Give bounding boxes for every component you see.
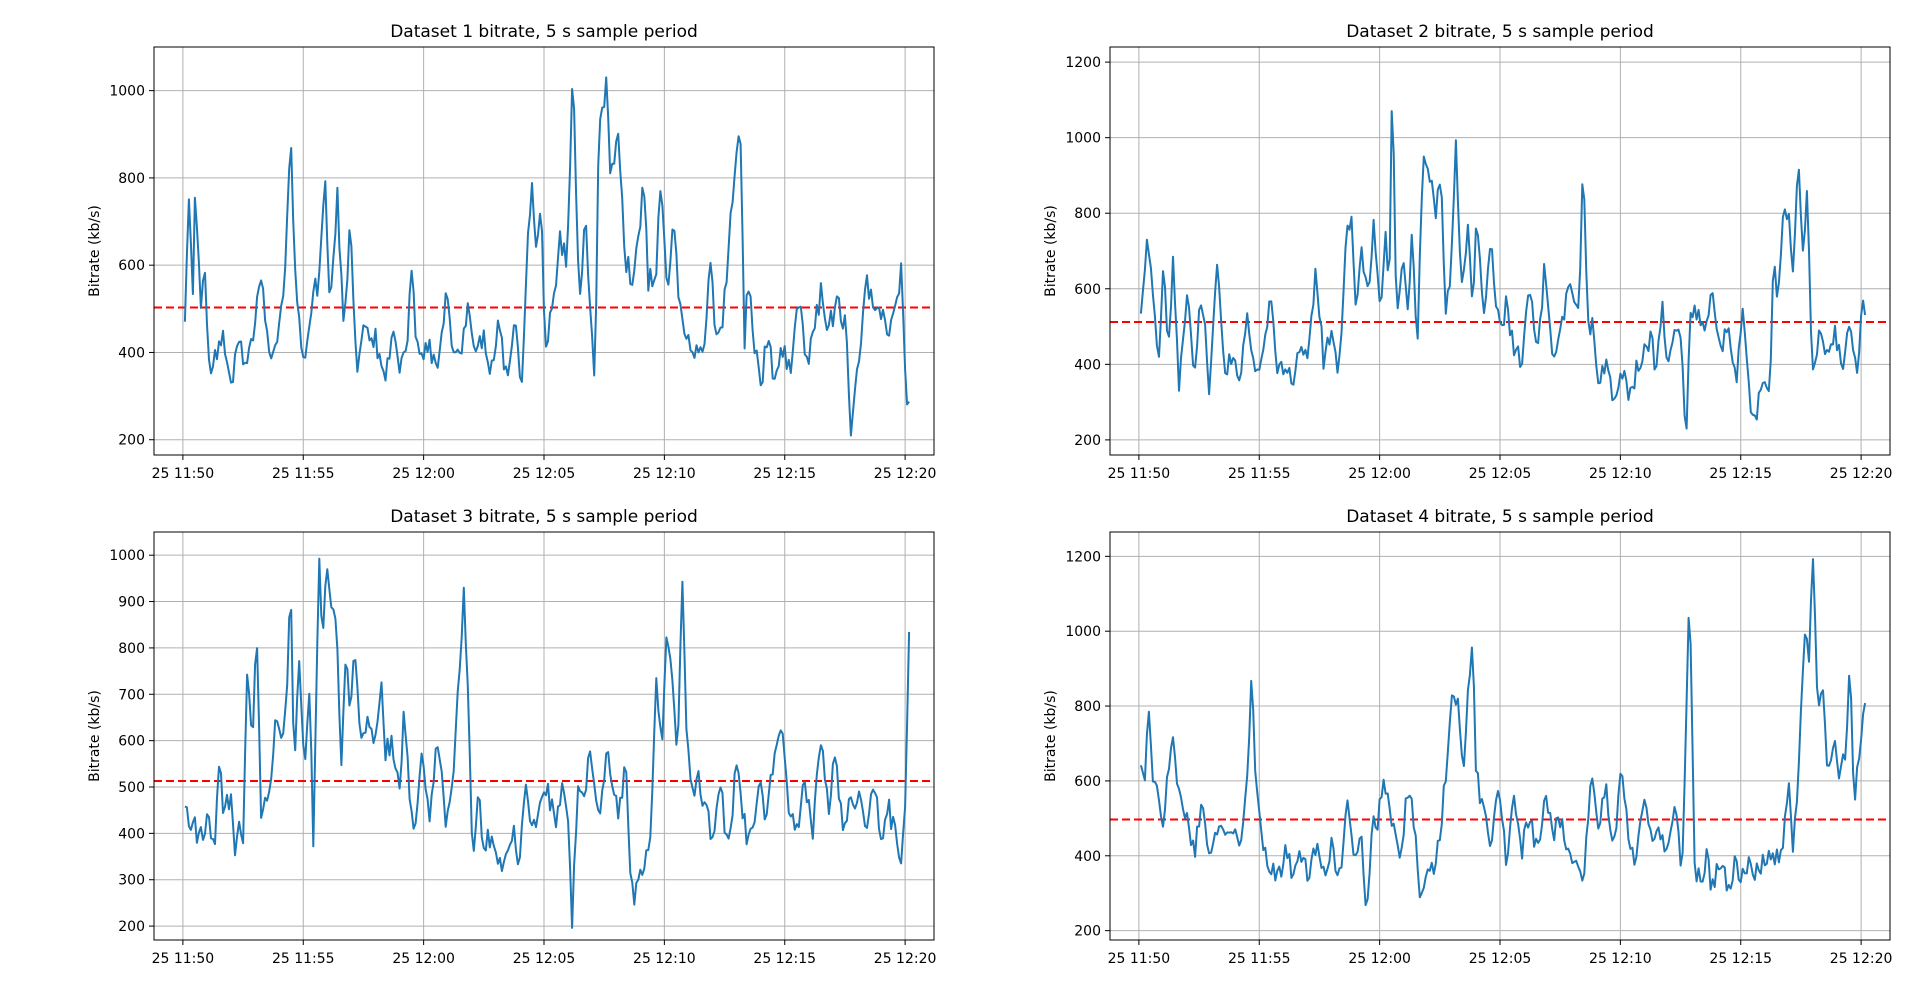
y-axis-label: Bitrate (kb/s) (1043, 690, 1059, 782)
y-tick-label: 1000 (109, 84, 145, 100)
y-tick-label: 600 (118, 258, 145, 274)
chart-panel-1: Dataset 1 bitrate, 5 s sample period Bit… (87, 22, 936, 482)
axis-ticks: 25 11:50 25 11:55 25 12:00 25 12:05 25 12:10… (109, 84, 936, 482)
x-tick-label: 25 12:10 (1589, 951, 1652, 967)
y-tick-label: 300 (118, 873, 145, 889)
y-tick-label: 700 (118, 687, 145, 703)
chart-title: Dataset 1 bitrate, 5 s sample period (390, 22, 698, 42)
y-tick-label: 400 (1074, 357, 1101, 373)
y-tick-label: 1000 (1065, 624, 1101, 640)
axis-ticks: 25 11:50 25 11:55 25 12:00 25 12:05 25 12:10… (109, 548, 936, 967)
y-tick-label: 200 (118, 919, 145, 935)
series-line (1139, 558, 1867, 907)
x-tick-label: 25 12:05 (1469, 466, 1532, 482)
y-tick-label: 800 (1074, 699, 1101, 715)
y-tick-label: 800 (118, 171, 145, 187)
x-tick-label: 25 12:15 (1709, 951, 1772, 967)
y-axis-label: Bitrate (kb/s) (87, 205, 103, 297)
y-tick-label: 200 (1074, 924, 1101, 940)
chart-panel-3: Dataset 3 bitrate, 5 s sample period Bit… (87, 507, 936, 967)
x-tick-label: 25 12:20 (1830, 466, 1893, 482)
x-tick-label: 25 12:15 (1709, 466, 1772, 482)
x-tick-label: 25 12:05 (1469, 951, 1532, 967)
chart-title: Dataset 3 bitrate, 5 s sample period (390, 507, 698, 527)
y-tick-label: 600 (118, 734, 145, 750)
x-tick-label: 25 12:10 (633, 466, 696, 482)
x-tick-label: 25 12:10 (1589, 466, 1652, 482)
y-tick-label: 1200 (1065, 549, 1101, 565)
chart-title: Dataset 2 bitrate, 5 s sample period (1346, 22, 1654, 42)
series-line (1139, 110, 1867, 430)
x-tick-label: 25 11:55 (272, 951, 335, 967)
x-tick-label: 25 12:00 (1348, 951, 1411, 967)
grid-lines (1110, 47, 1890, 455)
series (183, 76, 910, 437)
x-tick-label: 25 12:15 (753, 951, 816, 967)
series (1139, 558, 1867, 907)
series (1139, 110, 1867, 430)
chart-panel-4: Dataset 4 bitrate, 5 s sample period Bit… (1043, 507, 1892, 967)
plot-frame (1109, 531, 1891, 941)
plot-frame (153, 46, 935, 456)
y-tick-label: 900 (118, 595, 145, 611)
axis-ticks: 25 11:50 25 11:55 25 12:00 25 12:05 25 12:10… (1065, 549, 1892, 967)
x-tick-label: 25 12:10 (633, 951, 696, 967)
plot-frame (153, 531, 935, 941)
y-tick-label: 200 (1074, 433, 1101, 449)
y-tick-label: 600 (1074, 774, 1101, 790)
grid-lines (154, 532, 934, 940)
x-tick-label: 25 12:20 (1830, 951, 1893, 967)
x-tick-label: 25 12:00 (1348, 466, 1411, 482)
y-axis-label: Bitrate (kb/s) (87, 690, 103, 782)
y-tick-label: 1000 (1065, 131, 1101, 147)
x-tick-label: 25 11:55 (1228, 466, 1291, 482)
x-tick-label: 25 11:50 (152, 951, 215, 967)
x-tick-label: 25 12:05 (513, 951, 576, 967)
y-tick-label: 500 (118, 780, 145, 796)
x-tick-label: 25 12:15 (753, 466, 816, 482)
series-line (184, 557, 911, 929)
series-line (183, 76, 910, 437)
x-tick-label: 25 12:20 (874, 466, 937, 482)
y-tick-label: 1000 (109, 548, 145, 564)
x-tick-label: 25 11:55 (1228, 951, 1291, 967)
axis-ticks: 25 11:50 25 11:55 25 12:00 25 12:05 25 12:10… (1065, 55, 1892, 482)
y-tick-label: 1200 (1065, 55, 1101, 71)
x-tick-label: 25 11:50 (1108, 951, 1171, 967)
chart-panel-2: Dataset 2 bitrate, 5 s sample period Bit… (1043, 22, 1892, 482)
y-tick-label: 400 (1074, 849, 1101, 865)
series (184, 557, 911, 929)
plot-frame (1109, 46, 1891, 456)
x-tick-label: 25 12:20 (874, 951, 937, 967)
y-tick-label: 800 (118, 641, 145, 657)
x-tick-label: 25 12:05 (513, 466, 576, 482)
y-axis-label: Bitrate (kb/s) (1043, 205, 1059, 297)
grid-lines (1110, 532, 1890, 940)
x-tick-label: 25 12:00 (392, 951, 455, 967)
x-tick-label: 25 11:50 (152, 466, 215, 482)
y-tick-label: 200 (118, 433, 145, 449)
y-tick-label: 600 (1074, 282, 1101, 298)
y-tick-label: 800 (1074, 206, 1101, 222)
x-tick-label: 25 11:55 (272, 466, 335, 482)
x-tick-label: 25 12:00 (392, 466, 455, 482)
chart-title: Dataset 4 bitrate, 5 s sample period (1346, 507, 1654, 527)
y-tick-label: 400 (118, 345, 145, 361)
y-tick-label: 400 (118, 826, 145, 842)
x-tick-label: 25 11:50 (1108, 466, 1171, 482)
